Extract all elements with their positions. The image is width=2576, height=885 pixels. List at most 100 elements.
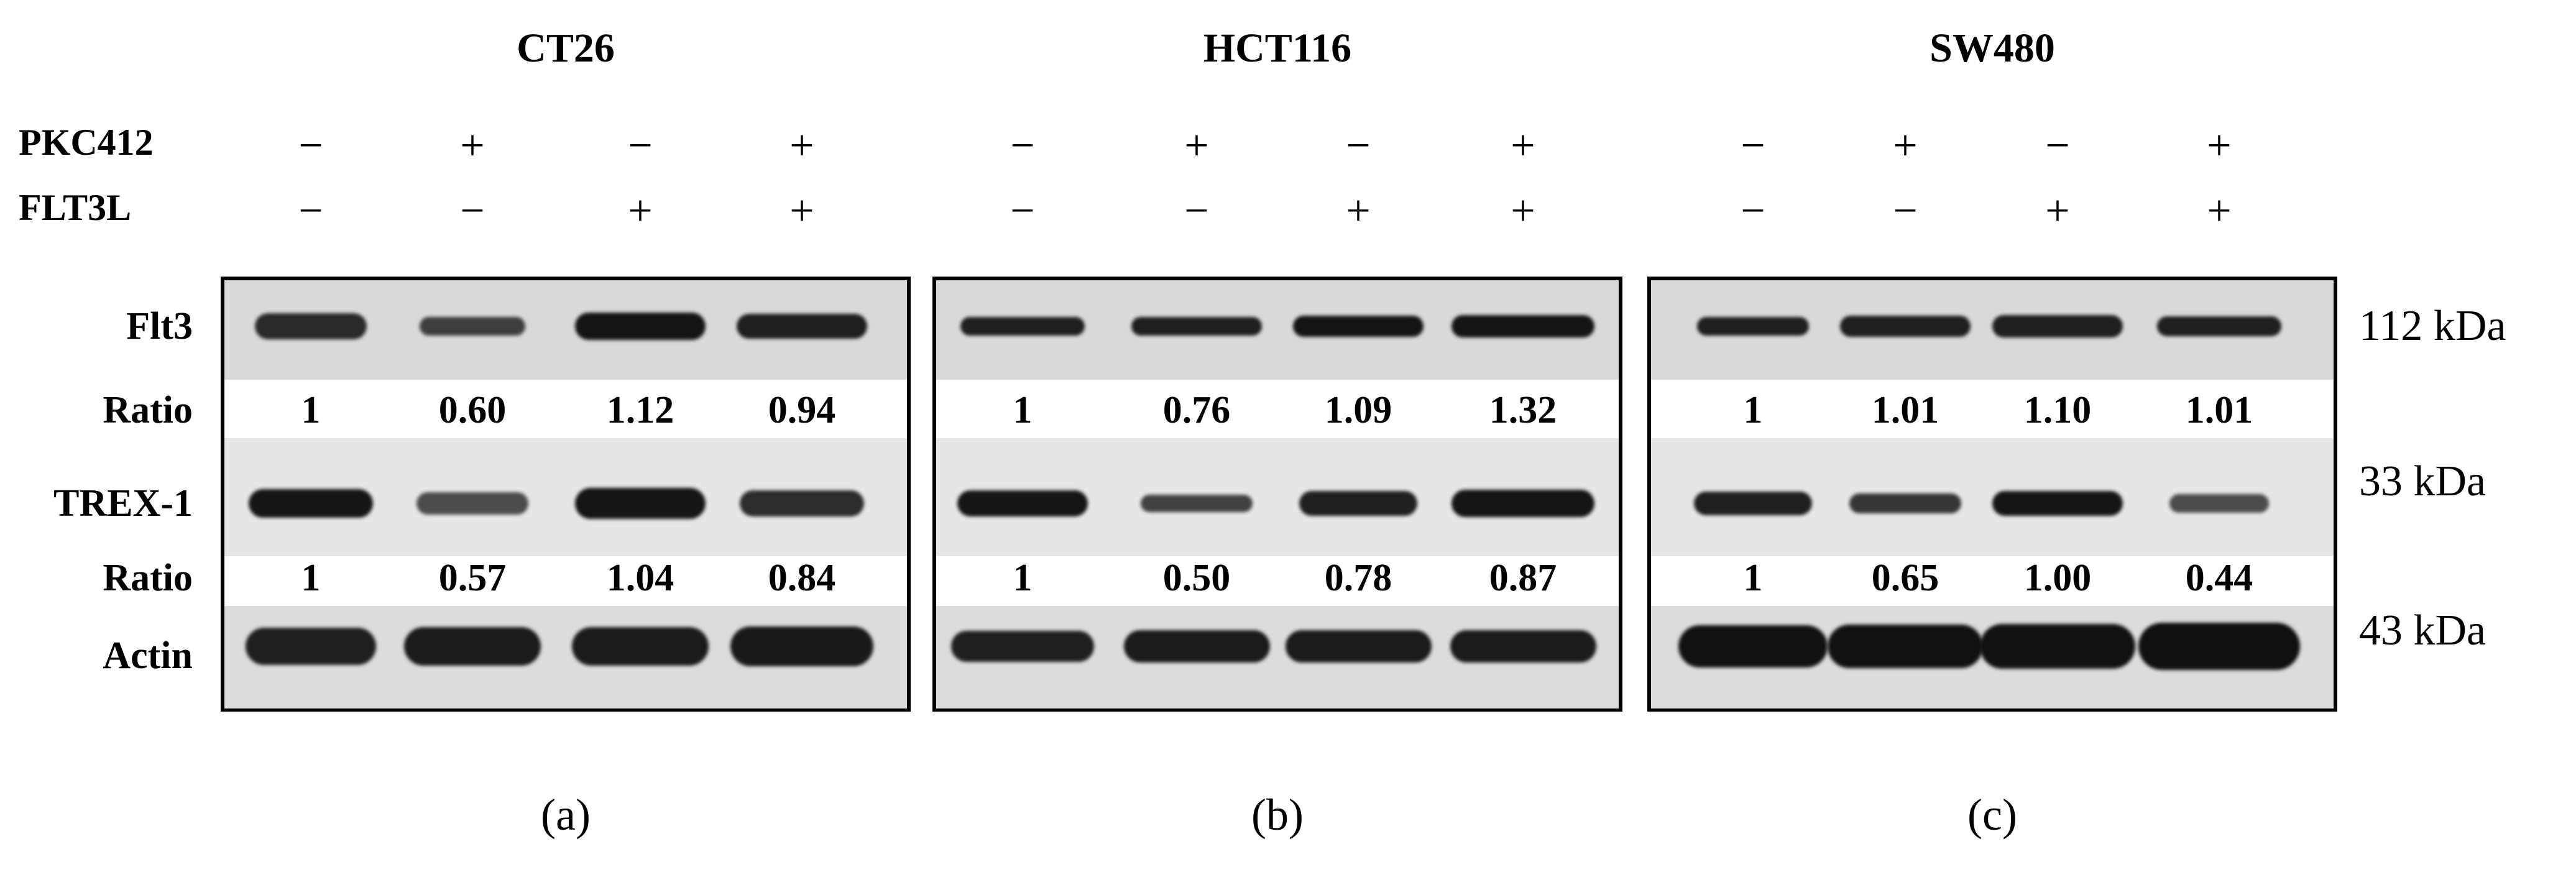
trex1-ratio-value: 1 bbox=[1743, 557, 1763, 599]
actin-band bbox=[951, 631, 1094, 662]
flt3-ratio-value: 1.12 bbox=[606, 389, 674, 431]
flt3-band bbox=[575, 313, 706, 340]
trex1-ratio-value: 1.00 bbox=[2023, 557, 2092, 599]
flt3-ratio-value: 0.76 bbox=[1162, 389, 1231, 431]
flt3-band bbox=[2157, 316, 2281, 336]
flt3-ratio-value: 0.94 bbox=[768, 389, 836, 431]
flt3l-sign: − bbox=[460, 187, 485, 235]
flt3-ratio-value: 1 bbox=[301, 389, 321, 431]
actin-band bbox=[572, 627, 709, 666]
flt3l-sign: − bbox=[1184, 187, 1209, 235]
pkc412-sign: − bbox=[628, 122, 653, 170]
trex1-ratio-value: 0.57 bbox=[438, 557, 507, 599]
pkc412-sign: + bbox=[460, 122, 485, 170]
pkc412-label: PKC412 bbox=[19, 122, 154, 163]
flt3l-sign: − bbox=[1010, 187, 1035, 235]
pkc412-sign: − bbox=[1741, 122, 1765, 170]
actin-band bbox=[1450, 630, 1596, 663]
flt3-band bbox=[420, 317, 525, 336]
trex1-band bbox=[249, 489, 373, 518]
flt3l-sign: + bbox=[628, 187, 653, 235]
flt3l-sign: + bbox=[1346, 187, 1371, 235]
trex1-ratio-value: 0.84 bbox=[768, 557, 836, 599]
flt3-band bbox=[1697, 317, 1809, 336]
pkc412-sign: − bbox=[1010, 122, 1035, 170]
kda-trex1: 33 kDa bbox=[2359, 457, 2486, 505]
trex1-ratio-value: 1 bbox=[1013, 557, 1033, 599]
pkc412-sign: − bbox=[2045, 122, 2070, 170]
actin-band bbox=[1980, 624, 2135, 669]
trex1-band bbox=[416, 492, 528, 515]
flt3l-sign: + bbox=[2045, 187, 2070, 235]
flt3-ratio-value: 1.09 bbox=[1324, 389, 1392, 431]
kda-flt3: 112 kDa bbox=[2359, 302, 2506, 350]
flt3l-sign: − bbox=[1893, 187, 1918, 235]
flt3-band bbox=[960, 317, 1085, 336]
trex1-band bbox=[2169, 494, 2269, 513]
row-label-ratio-trex1: Ratio bbox=[103, 557, 193, 599]
flt3-ratio-value: 1.01 bbox=[1871, 389, 1939, 431]
trex1-ratio-value: 0.50 bbox=[1162, 557, 1231, 599]
flt3l-label: FLT3L bbox=[19, 187, 132, 228]
panel-sublabel: (b) bbox=[1251, 790, 1304, 840]
flt3-ratio-value: 1.10 bbox=[2023, 389, 2092, 431]
panel-title: HCT116 bbox=[1203, 25, 1352, 71]
flt3l-sign: + bbox=[2207, 187, 2232, 235]
pkc412-sign: + bbox=[1184, 122, 1209, 170]
pkc412-sign: + bbox=[2207, 122, 2232, 170]
row-label-actin: Actin bbox=[103, 635, 193, 677]
flt3-band bbox=[1840, 316, 1971, 337]
pkc412-sign: + bbox=[789, 122, 814, 170]
actin-band bbox=[404, 627, 541, 666]
flt3l-sign: + bbox=[789, 187, 814, 235]
actin-band bbox=[2138, 623, 2300, 670]
trex1-band bbox=[1694, 492, 1812, 515]
flt3l-sign: − bbox=[1741, 187, 1765, 235]
panel-title: CT26 bbox=[517, 25, 615, 71]
trex1-ratio-value: 1 bbox=[301, 557, 321, 599]
pkc412-sign: − bbox=[1346, 122, 1371, 170]
trex1-band bbox=[1141, 495, 1253, 512]
flt3-ratio-value: 1 bbox=[1743, 389, 1763, 431]
trex1-band bbox=[1299, 491, 1417, 516]
row-label-trex1: TREX-1 bbox=[53, 482, 193, 525]
flt3l-sign: − bbox=[298, 187, 323, 235]
trex1-ratio-value: 0.78 bbox=[1324, 557, 1392, 599]
flt3-ratio-value: 1 bbox=[1013, 389, 1033, 431]
flt3-ratio-value: 1.32 bbox=[1489, 389, 1557, 431]
trex1-band bbox=[740, 490, 864, 516]
trex1-band bbox=[957, 490, 1088, 516]
trex1-band bbox=[1849, 493, 1961, 513]
flt3l-sign: + bbox=[1511, 187, 1535, 235]
actin-band bbox=[1123, 630, 1270, 663]
panel-sublabel: (c) bbox=[1967, 790, 2017, 840]
panel-title: SW480 bbox=[1930, 25, 2055, 71]
trex1-ratio-value: 0.44 bbox=[2185, 557, 2253, 599]
trex1-band bbox=[1451, 490, 1594, 517]
pkc412-sign: + bbox=[1511, 122, 1535, 170]
actin-band bbox=[730, 626, 873, 666]
actin-band bbox=[1828, 625, 1983, 668]
row-label-flt3: Flt3 bbox=[126, 305, 193, 347]
kda-actin: 43 kDa bbox=[2359, 607, 2486, 654]
row-label-ratio-flt3: Ratio bbox=[103, 389, 193, 431]
panel-sublabel: (a) bbox=[541, 790, 591, 840]
trex1-band bbox=[1992, 491, 2123, 516]
flt3-ratio-value: 1.01 bbox=[2185, 389, 2253, 431]
trex1-ratio-value: 0.65 bbox=[1871, 557, 1939, 599]
pkc412-sign: − bbox=[298, 122, 323, 170]
actin-band bbox=[1285, 630, 1432, 663]
flt3-band bbox=[1293, 316, 1424, 337]
flt3-band bbox=[255, 313, 367, 339]
trex1-band bbox=[575, 488, 706, 519]
pkc412-sign: + bbox=[1893, 122, 1918, 170]
flt3-band bbox=[737, 314, 867, 339]
trex1-ratio-value: 0.87 bbox=[1489, 557, 1557, 599]
flt3-band bbox=[1451, 315, 1594, 337]
trex1-ratio-value: 1.04 bbox=[606, 557, 674, 599]
flt3-band bbox=[1131, 317, 1262, 336]
flt3-band bbox=[1992, 315, 2123, 337]
flt3-ratio-value: 0.60 bbox=[438, 389, 507, 431]
actin-band bbox=[1678, 625, 1828, 667]
actin-band bbox=[246, 628, 376, 665]
